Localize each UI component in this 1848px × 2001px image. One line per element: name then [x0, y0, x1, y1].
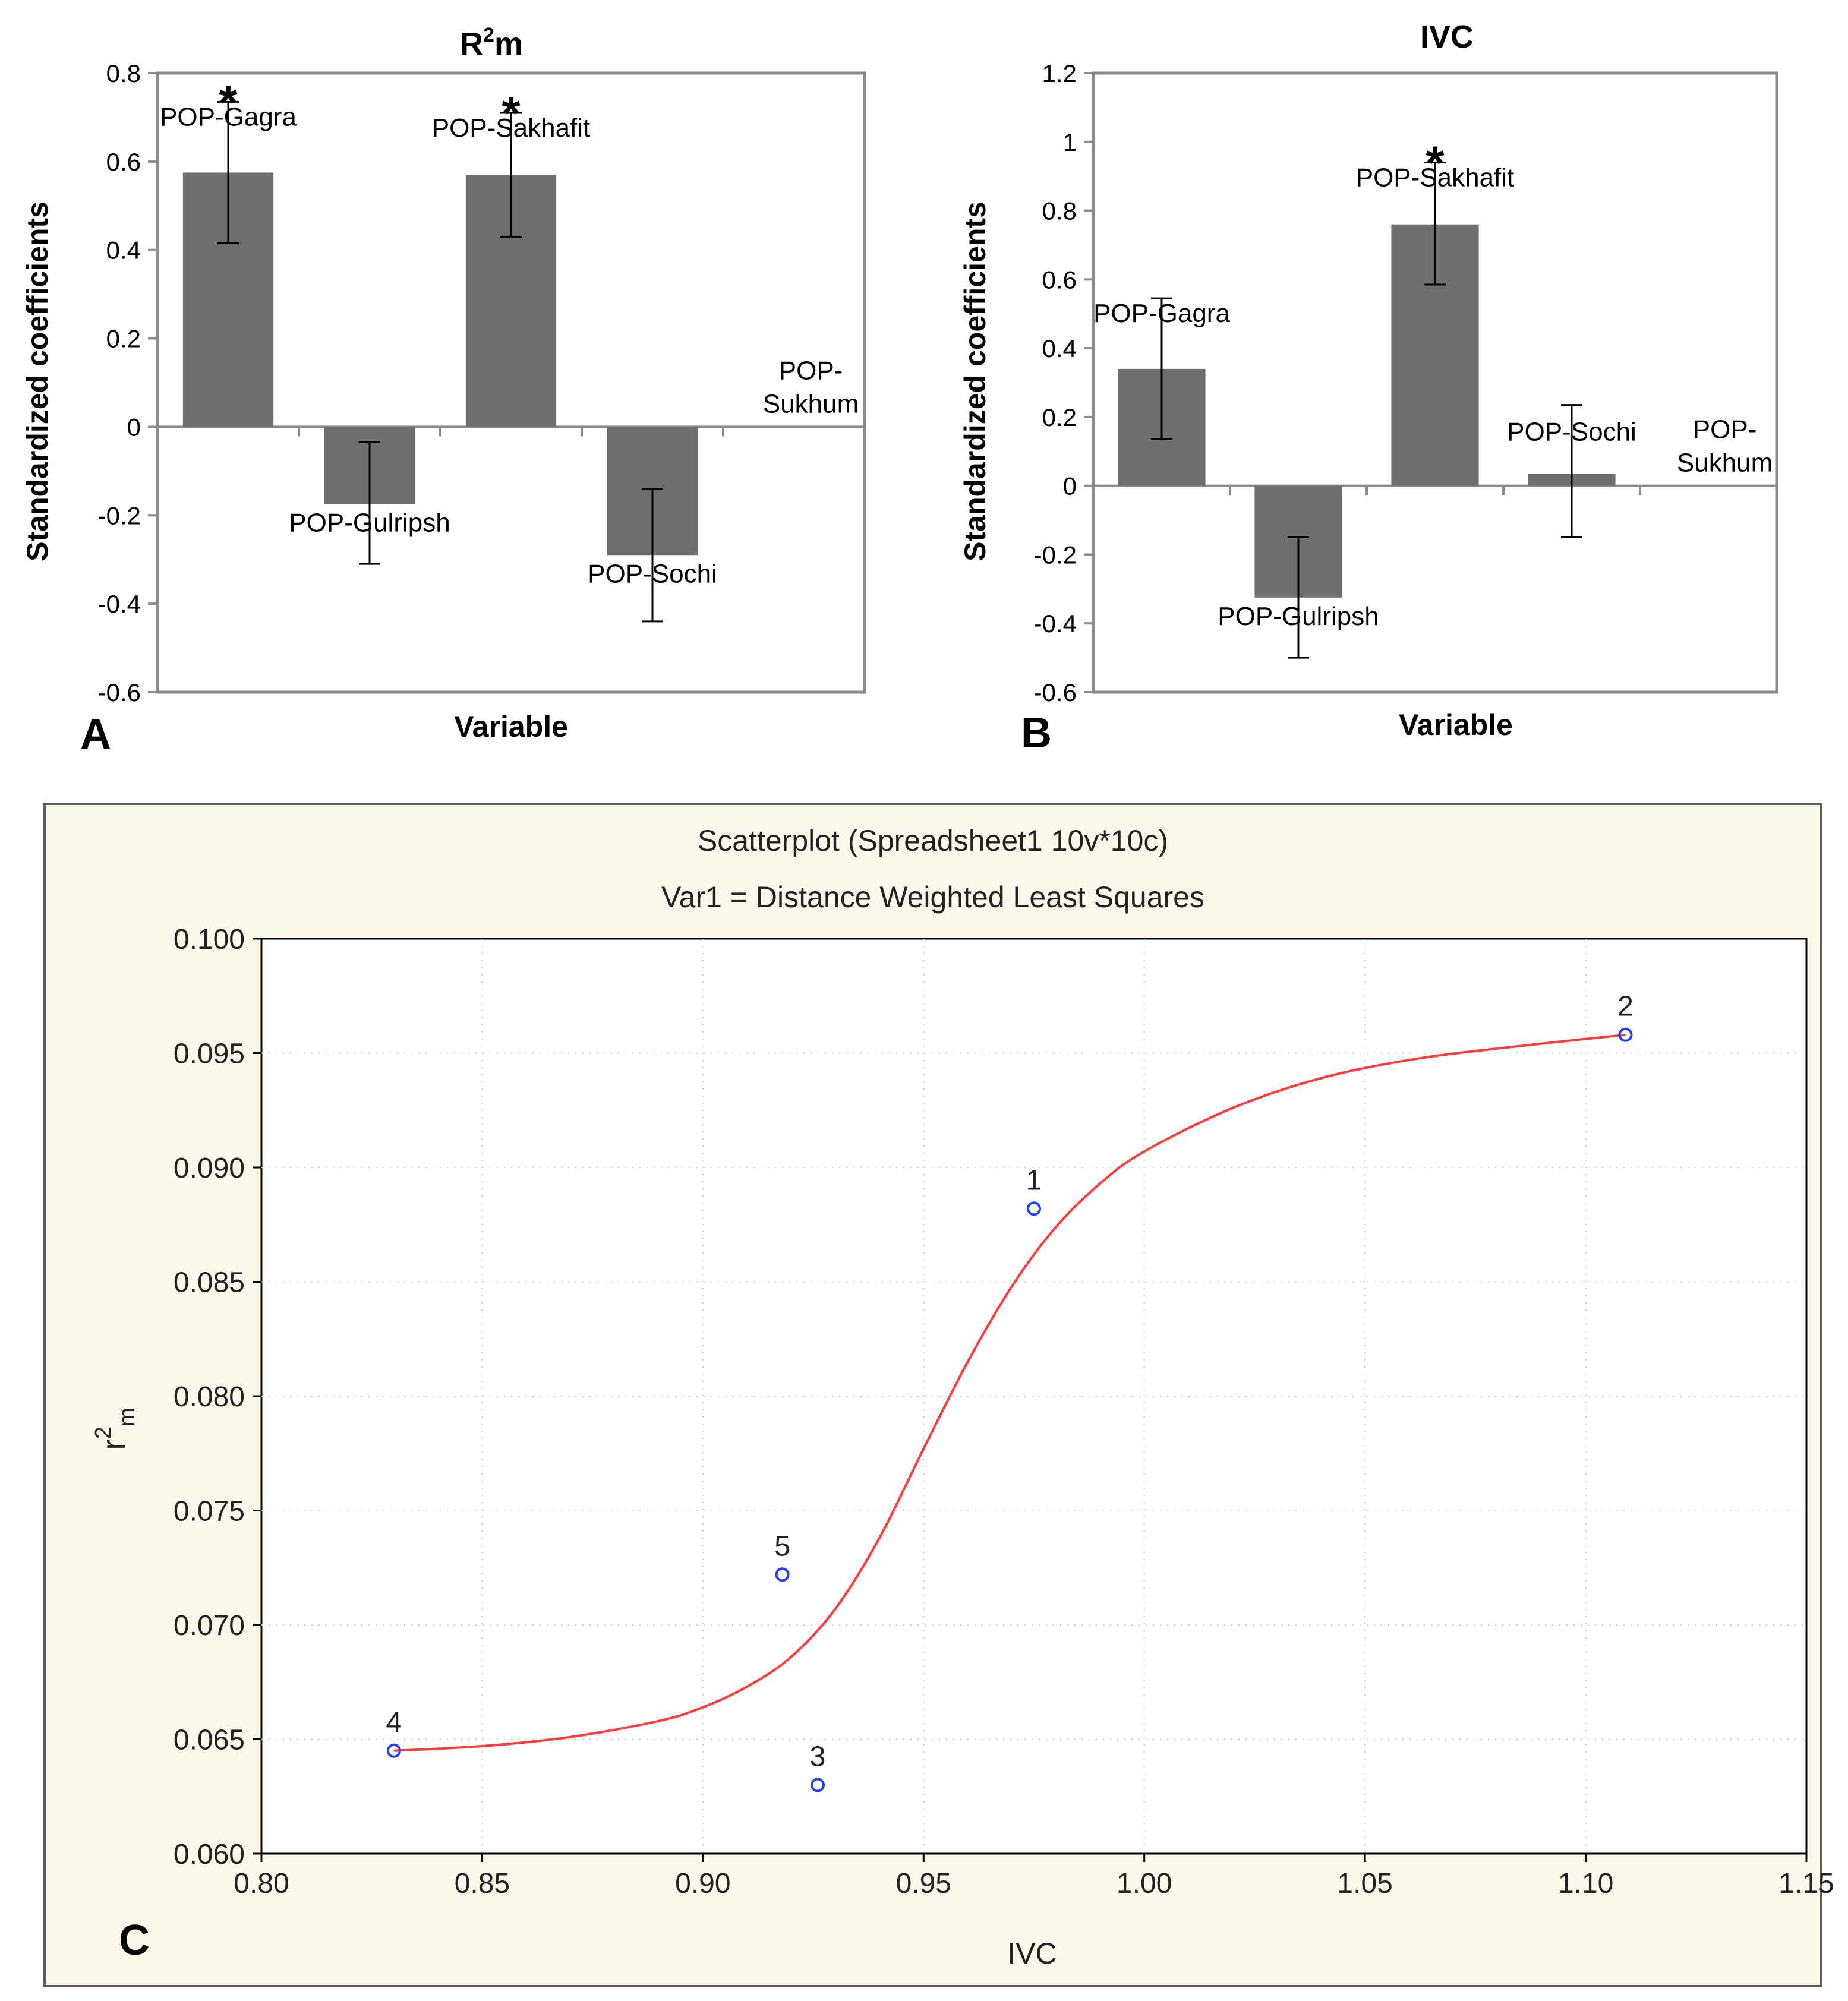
- panel-b-title: IVC: [1420, 19, 1474, 55]
- panel-c-y-tick-label: 0.095: [174, 1039, 245, 1070]
- panel-c-letter: C: [119, 1917, 150, 1964]
- panel-b-y-tick-label: -0.2: [1034, 541, 1077, 569]
- panel-a-y-tick-label: 0: [127, 413, 141, 441]
- panel-a-x-axis-label: Variable: [454, 710, 568, 743]
- panel-b-category-label: POP-Sakhafit: [1356, 163, 1515, 192]
- panel-b-y-tick-label: 0: [1063, 472, 1077, 500]
- panel-a-category-label: Sukhum: [763, 389, 859, 418]
- panel-a-y-tick-label: -0.6: [98, 678, 141, 706]
- panel-a-category-label: POP-Gagra: [160, 102, 297, 131]
- panel-c-x-tick-label: 1.15: [1778, 1868, 1834, 1899]
- panel-c-point-label: 5: [774, 1530, 790, 1562]
- panel-a-category-label: POP-Sakhafit: [432, 113, 591, 143]
- panel-c-point-label: 4: [386, 1707, 402, 1738]
- panel-c-fit-curve: [393, 1033, 1626, 1752]
- panel-c-x-tick-label: 1.10: [1558, 1868, 1613, 1899]
- panel-c-data-point-5: [775, 1567, 790, 1582]
- panel-a-category-label: POP-Gulripsh: [289, 509, 450, 538]
- panel-a-significance-star: *: [502, 87, 521, 140]
- panel-a-title: R2m: [460, 24, 523, 62]
- panel-c-y-tick-label: 0.100: [174, 924, 245, 955]
- panel-b: IVC Variable Standardized coefficients B…: [958, 19, 1778, 757]
- panel-b-y-tick-label: -0.4: [1034, 610, 1077, 637]
- panel-b-category-label: POP-Gagra: [1093, 299, 1230, 328]
- panel-c-x-axis-label: IVC: [1007, 1937, 1057, 1970]
- panel-c-y-tick-label: 0.075: [174, 1496, 245, 1527]
- panel-b-category-label: POP-Gulripsh: [1218, 602, 1379, 631]
- panel-c-x-tick-label: 0.90: [675, 1868, 730, 1899]
- panel-b-significance-star: *: [1426, 137, 1445, 190]
- panel-c-x-tick-label: 0.80: [234, 1868, 289, 1899]
- panel-a-y-tick-label: 0.4: [106, 236, 141, 264]
- panel-b-y-tick-label: 0.8: [1042, 197, 1077, 225]
- panel-c-y-tick-label: 0.070: [174, 1610, 245, 1642]
- panel-c-y-axis-label: r2m: [91, 1407, 140, 1450]
- panel-c-point-label: 3: [810, 1741, 826, 1773]
- panel-c-title: Scatterplot (Spreadsheet1 10v*10c): [698, 824, 1168, 857]
- panel-b-letter: B: [1021, 709, 1052, 757]
- panel-c-data-point-2: [1618, 1027, 1633, 1042]
- panel-a-y-tick-label: -0.2: [98, 501, 141, 529]
- panel-b-category-label: POP-: [1693, 415, 1757, 444]
- panel-c-subtitle: Var1 = Distance Weighted Least Squares: [661, 880, 1204, 914]
- panel-a-y-tick-label: -0.4: [98, 590, 141, 618]
- panel-c-data-point-3: [811, 1778, 825, 1792]
- panel-c-data-point-1: [1027, 1201, 1041, 1216]
- panel-c-point-label: 1: [1026, 1164, 1042, 1196]
- panel-a-significance-star: *: [219, 75, 238, 128]
- panel-c-x-tick-label: 1.05: [1337, 1868, 1392, 1899]
- panel-b-y-tick-label: 0.2: [1042, 403, 1077, 431]
- panel-c-y-tick-label: 0.085: [174, 1267, 245, 1299]
- panel-a: R2m Variable Standardized coefficients A…: [21, 24, 866, 758]
- panel-b-y-axis-label: Standardized coefficients: [958, 201, 992, 561]
- panel-c-x-tick-label: 0.85: [455, 1868, 510, 1899]
- panel-a-y-tick-label: 0.8: [106, 59, 141, 87]
- panel-b-y-tick-label: 1.2: [1042, 59, 1077, 87]
- panel-c-y-tick-label: 0.060: [174, 1839, 245, 1870]
- panel-a-letter: A: [80, 711, 111, 758]
- panel-a-category-label: POP-Sochi: [588, 559, 717, 588]
- panel-c-y-tick-label: 0.080: [174, 1381, 245, 1413]
- panel-b-category-label: Sukhum: [1677, 449, 1773, 478]
- panel-c-y-tick-label: 0.065: [174, 1725, 245, 1756]
- panel-a-y-tick-label: 0.6: [106, 148, 141, 176]
- panel-a-category-label: POP-: [779, 356, 843, 385]
- panel-b-y-tick-label: 0.6: [1042, 266, 1077, 293]
- panel-b-y-tick-label: -0.6: [1034, 678, 1077, 706]
- panel-c-point-label: 2: [1617, 991, 1633, 1022]
- panel-c-x-tick-label: 0.95: [896, 1868, 951, 1899]
- panel-b-category-label: POP-Sochi: [1507, 418, 1636, 447]
- panel-b-y-tick-label: 0.4: [1042, 334, 1077, 362]
- panel-a-y-axis-label: Standardized coefficients: [21, 201, 54, 561]
- panel-c-data-point-4: [386, 1743, 401, 1758]
- panel-c-y-tick-label: 0.090: [174, 1153, 245, 1184]
- panel-c-x-tick-label: 1.00: [1117, 1868, 1172, 1899]
- panel-c: Scatterplot (Spreadsheet1 10v*10c) Var1 …: [43, 803, 1834, 1987]
- panel-a-y-tick-label: 0.2: [106, 325, 141, 353]
- panel-b-y-tick-label: 1: [1063, 128, 1077, 156]
- panel-b-x-axis-label: Variable: [1399, 708, 1513, 741]
